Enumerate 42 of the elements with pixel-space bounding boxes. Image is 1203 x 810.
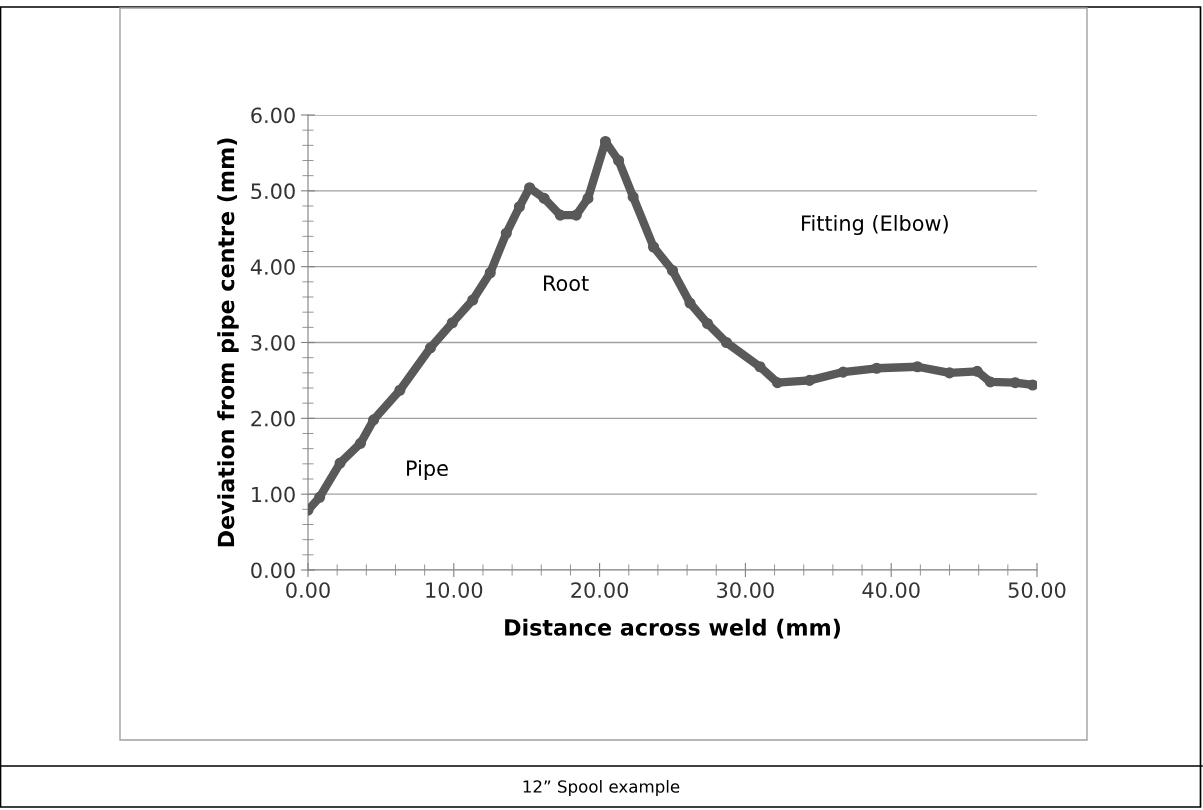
y-tick-label: 0.00 <box>251 562 295 579</box>
point <box>513 201 525 213</box>
annotation: Fitting (Elbow) <box>802 214 948 236</box>
y-tick-label: 5.00 <box>251 183 295 200</box>
x-tick-label: 20.00 <box>571 582 629 598</box>
point <box>314 491 326 503</box>
point <box>684 297 696 309</box>
y-tick-label: 6.00 <box>251 107 295 124</box>
point <box>582 192 594 204</box>
point <box>701 317 714 330</box>
point <box>612 154 625 167</box>
annotation: Pipe <box>407 459 448 481</box>
point <box>754 361 766 373</box>
x-tick-label: 40.00 <box>862 582 920 598</box>
point <box>446 317 458 329</box>
x-tick-label: 0.00 <box>286 582 330 598</box>
x-tick-label: 50.00 <box>1008 582 1066 598</box>
y-tick-label: 4.00 <box>250 259 295 275</box>
point <box>627 191 639 203</box>
point <box>720 336 733 349</box>
point <box>424 342 437 354</box>
point <box>647 241 660 253</box>
point <box>467 294 479 306</box>
point <box>354 437 367 449</box>
point <box>538 192 550 204</box>
x-axis-title: Distance across weld (mm) <box>505 618 840 639</box>
x-tick-label: 10.00 <box>426 582 483 598</box>
y-tick-label: 1.00 <box>252 486 295 503</box>
point <box>334 457 346 469</box>
point <box>666 264 679 277</box>
annotation: Root <box>544 275 589 292</box>
point <box>484 267 496 279</box>
text: 12” Spool example <box>523 779 680 797</box>
x-tick-label: 30.00 <box>717 582 774 598</box>
y-tick-label: 2.00 <box>251 410 295 427</box>
point <box>500 227 512 239</box>
y-axis-title: Deviation from pipe centre (mm) <box>217 138 239 547</box>
point <box>1027 379 1037 391</box>
y-tick-label: 3.00 <box>251 334 295 351</box>
point <box>368 414 380 426</box>
point <box>837 366 849 378</box>
point <box>394 384 406 396</box>
